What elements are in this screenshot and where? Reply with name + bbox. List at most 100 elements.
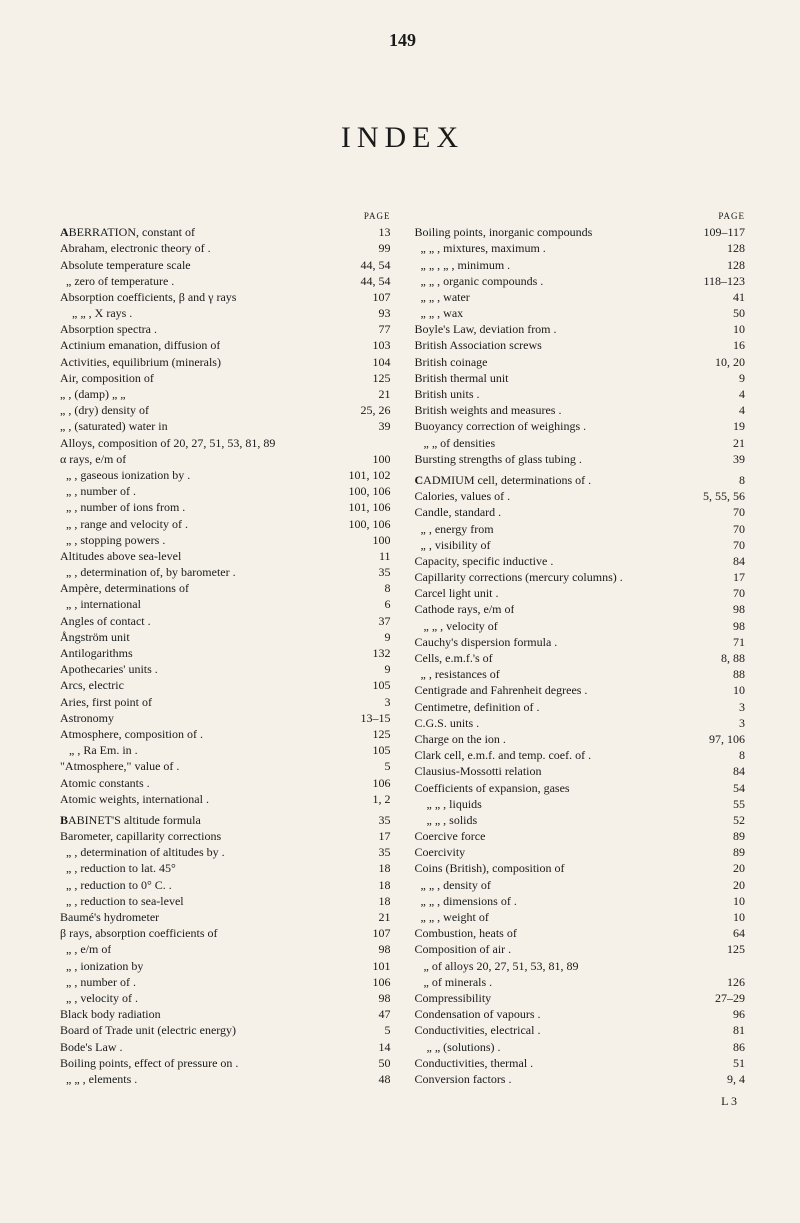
entry-pages: 4 [735, 402, 745, 418]
index-entry: „ „ , elements .48 [60, 1071, 391, 1087]
index-entry: „ , stopping powers .100 [60, 532, 391, 548]
entry-pages: 107 [369, 289, 391, 305]
entry-pages: 10 [729, 909, 745, 925]
entry-label: Alloys, composition of 20, 27, 51, 53, 8… [60, 435, 275, 451]
entry-label: „ „ of densities [415, 435, 496, 451]
index-entry: „ of alloys 20, 27, 51, 53, 81, 89 [415, 958, 746, 974]
entry-label: Apothecaries' units . [60, 661, 158, 677]
entry-pages: 8 [735, 472, 745, 488]
entry-pages: 50 [729, 305, 745, 321]
entry-label: „ , (dry) density of [60, 402, 149, 418]
entry-pages: 89 [729, 828, 745, 844]
entry-pages: 77 [375, 321, 391, 337]
entry-pages: 118–123 [699, 273, 745, 289]
entry-pages: 98 [729, 618, 745, 634]
entry-label: British thermal unit [415, 370, 509, 386]
index-entry: „ „ , X rays .93 [60, 305, 391, 321]
page-header-right: PAGE [415, 210, 746, 222]
index-entry: „ , (saturated) water in39 [60, 418, 391, 434]
index-entry: British thermal unit9 [415, 370, 746, 386]
index-entry: BABINET'S altitude formula35 [60, 812, 391, 828]
index-entry: Cells, e.m.f.'s of8, 88 [415, 650, 746, 666]
entry-pages: 126 [723, 974, 745, 990]
index-entry: „ of minerals .126 [415, 974, 746, 990]
entry-pages: 100, 106 [345, 516, 391, 532]
index-entry: Cathode rays, e/m of98 [415, 601, 746, 617]
entry-pages: 52 [729, 812, 745, 828]
entry-label: Coefficients of expansion, gases [415, 780, 570, 796]
index-entry: Composition of air .125 [415, 941, 746, 957]
entry-pages: 50 [375, 1055, 391, 1071]
index-entry: Capillarity corrections (mercury columns… [415, 569, 746, 585]
index-entry: „ , Ra Em. in .105 [60, 742, 391, 758]
entry-label: British Association screws [415, 337, 542, 353]
entry-label: „ , determination of, by barometer . [60, 564, 236, 580]
index-entry: α rays, e/m of100 [60, 451, 391, 467]
entry-pages: 3 [735, 715, 745, 731]
index-entry: Capacity, specific inductive .84 [415, 553, 746, 569]
entry-label: Absolute temperature scale [60, 257, 191, 273]
entry-pages: 89 [729, 844, 745, 860]
index-entry: Coercive force89 [415, 828, 746, 844]
entry-label: ABERRATION, constant of [60, 224, 195, 240]
entry-pages: 71 [729, 634, 745, 650]
entry-label: Cells, e.m.f.'s of [415, 650, 493, 666]
entry-label: Altitudes above sea-level [60, 548, 181, 564]
entry-label: Boiling points, inorganic compounds [415, 224, 593, 240]
entry-label: Bode's Law . [60, 1039, 122, 1055]
index-entry: Boiling points, effect of pressure on . 5… [60, 1055, 391, 1071]
index-entry: Atomic constants . 106 [60, 775, 391, 791]
index-entry: „ , determination of, by barometer .35 [60, 564, 391, 580]
entry-label: Antilogarithms [60, 645, 133, 661]
entry-label: „ „ , solids [415, 812, 478, 828]
index-entry: Compressibility27–29 [415, 990, 746, 1006]
entry-pages: 106 [369, 974, 391, 990]
index-entry: Atomic weights, international .1, 2 [60, 791, 391, 807]
entry-pages: 132 [369, 645, 391, 661]
entry-label: β rays, absorption coefficients of [60, 925, 218, 941]
index-entry: Cauchy's dispersion formula .71 [415, 634, 746, 650]
entry-label: Compressibility [415, 990, 492, 1006]
index-entry: Clark cell, e.m.f. and temp. coef. of .8 [415, 747, 746, 763]
entry-label: Bursting strengths of glass tubing . [415, 451, 582, 467]
entry-label: „ , velocity of . [60, 990, 138, 1006]
index-title: INDEX [60, 121, 745, 155]
index-entry: „ , international6 [60, 596, 391, 612]
index-entry: „ „ , water41 [415, 289, 746, 305]
entry-pages: 3 [735, 699, 745, 715]
entry-label: „ , reduction to 0° C. . [60, 877, 172, 893]
entry-label: „ „ , wax [415, 305, 464, 321]
index-entry: „ , number of .106 [60, 974, 391, 990]
entry-label: C.G.S. units . [415, 715, 480, 731]
entry-pages: 20 [729, 877, 745, 893]
index-entry: Antilogarithms 132 [60, 645, 391, 661]
entry-label: Condensation of vapours . [415, 1006, 541, 1022]
entry-pages: 44, 54 [357, 257, 391, 273]
entry-pages: 37 [375, 613, 391, 629]
index-entry: „ „ , density of20 [415, 877, 746, 893]
index-entry: „ „ , mixtures, maximum .128 [415, 240, 746, 256]
entry-label: Actinium emanation, diffusion of [60, 337, 220, 353]
entry-pages: 93 [375, 305, 391, 321]
entry-label: Ångström unit [60, 629, 130, 645]
index-entry: „ „ (solutions) .86 [415, 1039, 746, 1055]
index-entry: ABERRATION, constant of13 [60, 224, 391, 240]
entry-pages: 5, 55, 56 [699, 488, 745, 504]
entry-label: Charge on the ion . [415, 731, 506, 747]
entry-pages: 106 [369, 775, 391, 791]
entry-pages: 6 [381, 596, 391, 612]
index-entry: Combustion, heats of64 [415, 925, 746, 941]
entry-label: „ , determination of altitudes by . [60, 844, 225, 860]
index-entry: „ , reduction to 0° C. .18 [60, 877, 391, 893]
index-entry: Absolute temperature scale 44, 54 [60, 257, 391, 273]
index-entry: Bursting strengths of glass tubing .39 [415, 451, 746, 467]
entry-pages: 17 [729, 569, 745, 585]
entry-pages: 101, 102 [345, 467, 391, 483]
index-entry: Board of Trade unit (electric energy)5 [60, 1022, 391, 1038]
entry-label: Boiling points, effect of pressure on . [60, 1055, 238, 1071]
entry-label: „ , gaseous ionization by . [60, 467, 190, 483]
index-entry: C.G.S. units . 3 [415, 715, 746, 731]
index-entry: „ , number of ions from .101, 106 [60, 499, 391, 515]
entry-pages: 70 [729, 537, 745, 553]
entry-label: Atomic constants . [60, 775, 150, 791]
